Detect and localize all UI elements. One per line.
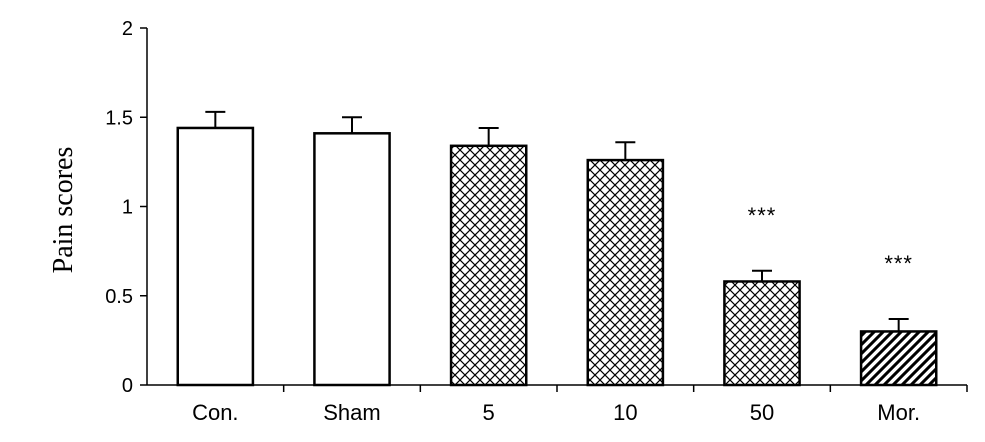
significance-label: ***: [884, 251, 913, 276]
labels: Con. Sham 5 10 50 *** Mor. ***: [192, 203, 920, 425]
x-category-label: 10: [613, 400, 637, 425]
x-category-label: Sham: [323, 400, 380, 425]
y-axis-title: Pain scores: [48, 147, 79, 274]
bar-5: [723, 280, 801, 387]
bars: [176, 110, 938, 387]
bar-6: [859, 330, 938, 387]
y-tick-label: 2: [122, 18, 133, 40]
x-category-label: 5: [483, 400, 495, 425]
y-tick-label: 0: [122, 375, 133, 397]
axes: 0 0.5 1 1.5 2: [105, 18, 968, 397]
y-tick-label: 0.5: [105, 286, 133, 308]
x-category-label: Mor.: [877, 400, 920, 425]
bar-2: [313, 132, 391, 387]
bar-4: [586, 158, 665, 387]
x-category-label: Con.: [192, 400, 238, 425]
bar-3: [449, 144, 528, 387]
y-tick-label: 1: [122, 197, 133, 219]
significance-label: ***: [748, 203, 777, 228]
x-category-label: 50: [750, 400, 774, 425]
bar-1: [176, 126, 255, 387]
y-tick-label: 1.5: [105, 107, 133, 129]
